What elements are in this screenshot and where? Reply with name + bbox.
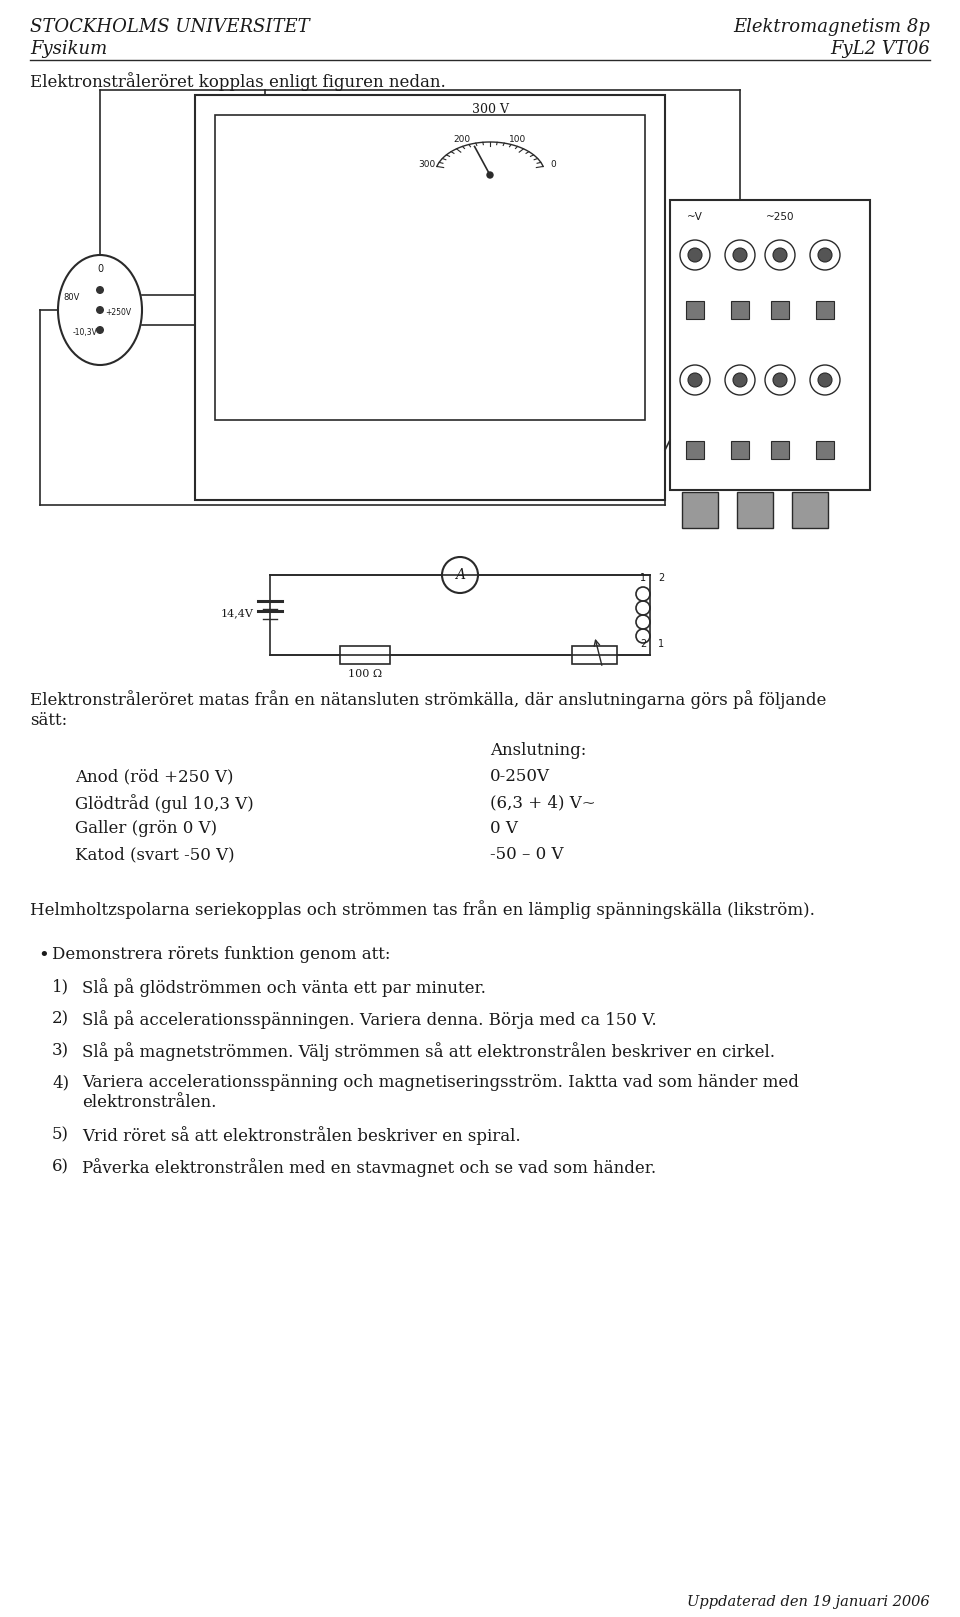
Text: 1: 1: [658, 639, 664, 648]
Text: 4): 4): [52, 1074, 69, 1091]
Bar: [737, 492, 773, 529]
Circle shape: [733, 247, 747, 262]
Text: Vrid röret så att elektronstrålen beskriver en spiral.: Vrid röret så att elektronstrålen beskri…: [82, 1125, 520, 1145]
Text: 0: 0: [550, 160, 556, 170]
Bar: [340, 647, 390, 665]
Text: 6): 6): [52, 1158, 69, 1176]
Text: Demonstrera rörets funktion genom att:: Demonstrera rörets funktion genom att:: [52, 946, 391, 964]
Bar: [686, 301, 704, 319]
Text: Anod (röd +250 V): Anod (röd +250 V): [75, 768, 233, 784]
Text: Slå på magnetströmmen. Välj strömmen så att elektronstrålen beskriver en cirkel.: Slå på magnetströmmen. Välj strömmen så …: [82, 1041, 775, 1061]
Bar: [682, 492, 718, 529]
Text: 0-250V: 0-250V: [490, 768, 550, 784]
Text: -10,3V: -10,3V: [73, 328, 97, 336]
Bar: [686, 441, 704, 459]
Text: Elektromagnetism 8p: Elektromagnetism 8p: [733, 18, 930, 36]
Text: 100: 100: [510, 136, 527, 144]
Bar: [816, 441, 834, 459]
Text: 14,4V: 14,4V: [221, 608, 254, 618]
Bar: [195, 95, 665, 500]
Text: 3): 3): [52, 1041, 69, 1059]
Bar: [792, 492, 828, 529]
Text: 100 Ω: 100 Ω: [348, 669, 382, 679]
Text: Fysikum: Fysikum: [30, 40, 108, 58]
Text: 2): 2): [52, 1011, 69, 1027]
Text: sätt:: sätt:: [30, 711, 67, 729]
Circle shape: [96, 327, 104, 335]
Bar: [771, 301, 789, 319]
Text: STOCKHOLMS UNIVERSITET: STOCKHOLMS UNIVERSITET: [30, 18, 310, 36]
Circle shape: [773, 247, 787, 262]
Bar: [215, 115, 645, 420]
Bar: [771, 441, 789, 459]
Text: 2: 2: [658, 572, 664, 584]
Text: 200: 200: [453, 136, 470, 144]
Circle shape: [96, 286, 104, 294]
Text: Katod (svart -50 V): Katod (svart -50 V): [75, 846, 234, 863]
Text: 1): 1): [52, 978, 69, 994]
Bar: [670, 201, 870, 490]
Text: (6,3 + 4) V~: (6,3 + 4) V~: [490, 794, 596, 812]
Text: ~250: ~250: [766, 212, 794, 222]
Text: Helmholtzspolarna seriekopplas och strömmen tas från en lämplig spänningskälla (: Helmholtzspolarna seriekopplas och ström…: [30, 901, 815, 918]
Text: ~V: ~V: [687, 212, 703, 222]
Text: 1: 1: [640, 572, 646, 584]
Text: Elektronstråleröret matas från en nätansluten strömkälla, där anslutningarna gör: Elektronstråleröret matas från en nätans…: [30, 690, 827, 708]
Text: 2: 2: [640, 639, 646, 648]
Text: Påverka elektronstrålen med en stavmagnet och se vad som händer.: Påverka elektronstrålen med en stavmagne…: [82, 1158, 656, 1177]
Text: Slå på accelerationsspänningen. Variera denna. Börja med ca 150 V.: Slå på accelerationsspänningen. Variera …: [82, 1011, 657, 1028]
Bar: [731, 301, 749, 319]
Circle shape: [487, 171, 493, 178]
Bar: [572, 647, 617, 665]
Circle shape: [688, 247, 702, 262]
Circle shape: [818, 247, 832, 262]
Text: Slå på glödströmmen och vänta ett par minuter.: Slå på glödströmmen och vänta ett par mi…: [82, 978, 486, 998]
Circle shape: [688, 374, 702, 386]
Circle shape: [773, 374, 787, 386]
Text: A: A: [455, 568, 465, 582]
Circle shape: [818, 374, 832, 386]
Text: Variera accelerationsspänning och magnetiseringsström. Iaktta vad som händer med: Variera accelerationsspänning och magnet…: [82, 1074, 799, 1091]
Text: Galler (grön 0 V): Galler (grön 0 V): [75, 820, 217, 838]
Circle shape: [96, 306, 104, 314]
Text: 5): 5): [52, 1125, 69, 1143]
Text: +250V: +250V: [105, 307, 132, 317]
Text: -50 – 0 V: -50 – 0 V: [490, 846, 564, 863]
Text: 0: 0: [97, 264, 103, 273]
Circle shape: [733, 374, 747, 386]
Text: 300: 300: [419, 160, 436, 170]
Text: FyL2 VT06: FyL2 VT06: [830, 40, 930, 58]
Text: •: •: [38, 946, 49, 964]
Text: Uppdaterad den 19 januari 2006: Uppdaterad den 19 januari 2006: [687, 1594, 930, 1609]
Text: 0 V: 0 V: [490, 820, 517, 838]
Text: Anslutning:: Anslutning:: [490, 742, 587, 758]
Text: elektronstrålen.: elektronstrålen.: [82, 1095, 216, 1111]
Text: 300 V: 300 V: [471, 103, 509, 116]
Bar: [731, 441, 749, 459]
Text: Glödtråd (gul 10,3 V): Glödtråd (gul 10,3 V): [75, 794, 253, 813]
Bar: [816, 301, 834, 319]
Text: Elektronstråleröret kopplas enligt figuren nedan.: Elektronstråleröret kopplas enligt figur…: [30, 73, 445, 91]
Text: 80V: 80V: [63, 293, 81, 302]
